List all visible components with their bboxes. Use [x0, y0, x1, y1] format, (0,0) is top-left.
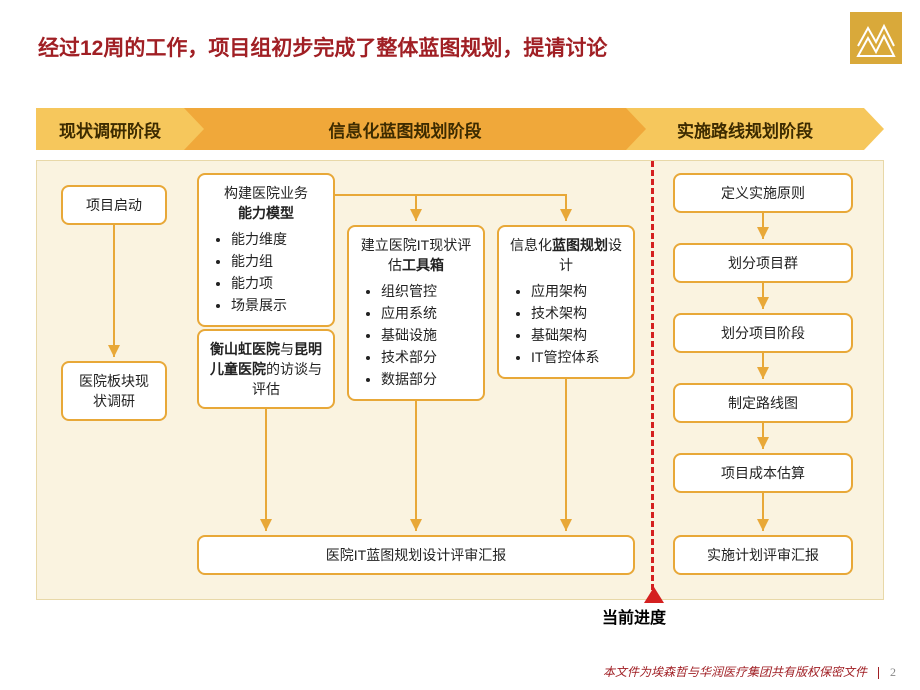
box-define-principles: 定义实施原则	[673, 173, 853, 213]
box-blueprint: 信息化蓝图规划设计 应用架构 技术架构 基础架构 IT管控体系	[497, 225, 635, 379]
progress-label: 当前进度	[602, 604, 666, 628]
box-project-phases: 划分项目阶段	[673, 313, 853, 353]
box-project-launch: 项目启动	[61, 185, 167, 225]
page-title: 经过12周的工作，项目组初步完成了整体蓝图规划，提请讨论	[38, 32, 607, 62]
toolbox-items: 组织管控 应用系统 基础设施 技术部分 数据部分	[359, 281, 473, 389]
box-hospitals: 衡山虹医院与昆明儿童医院的访谈与评估	[197, 329, 335, 409]
box-plan-review: 实施计划评审汇报	[673, 535, 853, 575]
content-area: 项目启动 医院板块现状调研 构建医院业务能力模型 能力维度 能力组 能力项 场景…	[36, 160, 884, 600]
capability-items: 能力维度 能力组 能力项 场景展示	[209, 229, 323, 315]
box-capability-model: 构建医院业务能力模型 能力维度 能力组 能力项 场景展示	[197, 173, 335, 327]
phase-bar: 现状调研阶段 信息化蓝图规划阶段 实施路线规划阶段	[36, 108, 884, 150]
footer: 本文件为埃森哲与华润医疗集团共有版权保密文件 2	[603, 663, 896, 680]
progress-line	[651, 161, 654, 599]
box-roadmap: 制定路线图	[673, 383, 853, 423]
phase-1: 现状调研阶段	[36, 108, 184, 150]
box-cost-estimate: 项目成本估算	[673, 453, 853, 493]
box-toolbox: 建立医院IT现状评估工具箱 组织管控 应用系统 基础设施 技术部分 数据部分	[347, 225, 485, 401]
progress-marker-icon	[644, 587, 664, 603]
box-review: 医院IT蓝图规划设计评审汇报	[197, 535, 635, 575]
blueprint-items: 应用架构 技术架构 基础架构 IT管控体系	[509, 281, 623, 367]
page-number: 2	[890, 665, 896, 679]
logo	[850, 12, 902, 64]
phase-2: 信息化蓝图规划阶段	[184, 108, 626, 150]
phase-3: 实施路线规划阶段	[626, 108, 864, 150]
box-project-groups: 划分项目群	[673, 243, 853, 283]
box-research: 医院板块现状调研	[61, 361, 167, 421]
